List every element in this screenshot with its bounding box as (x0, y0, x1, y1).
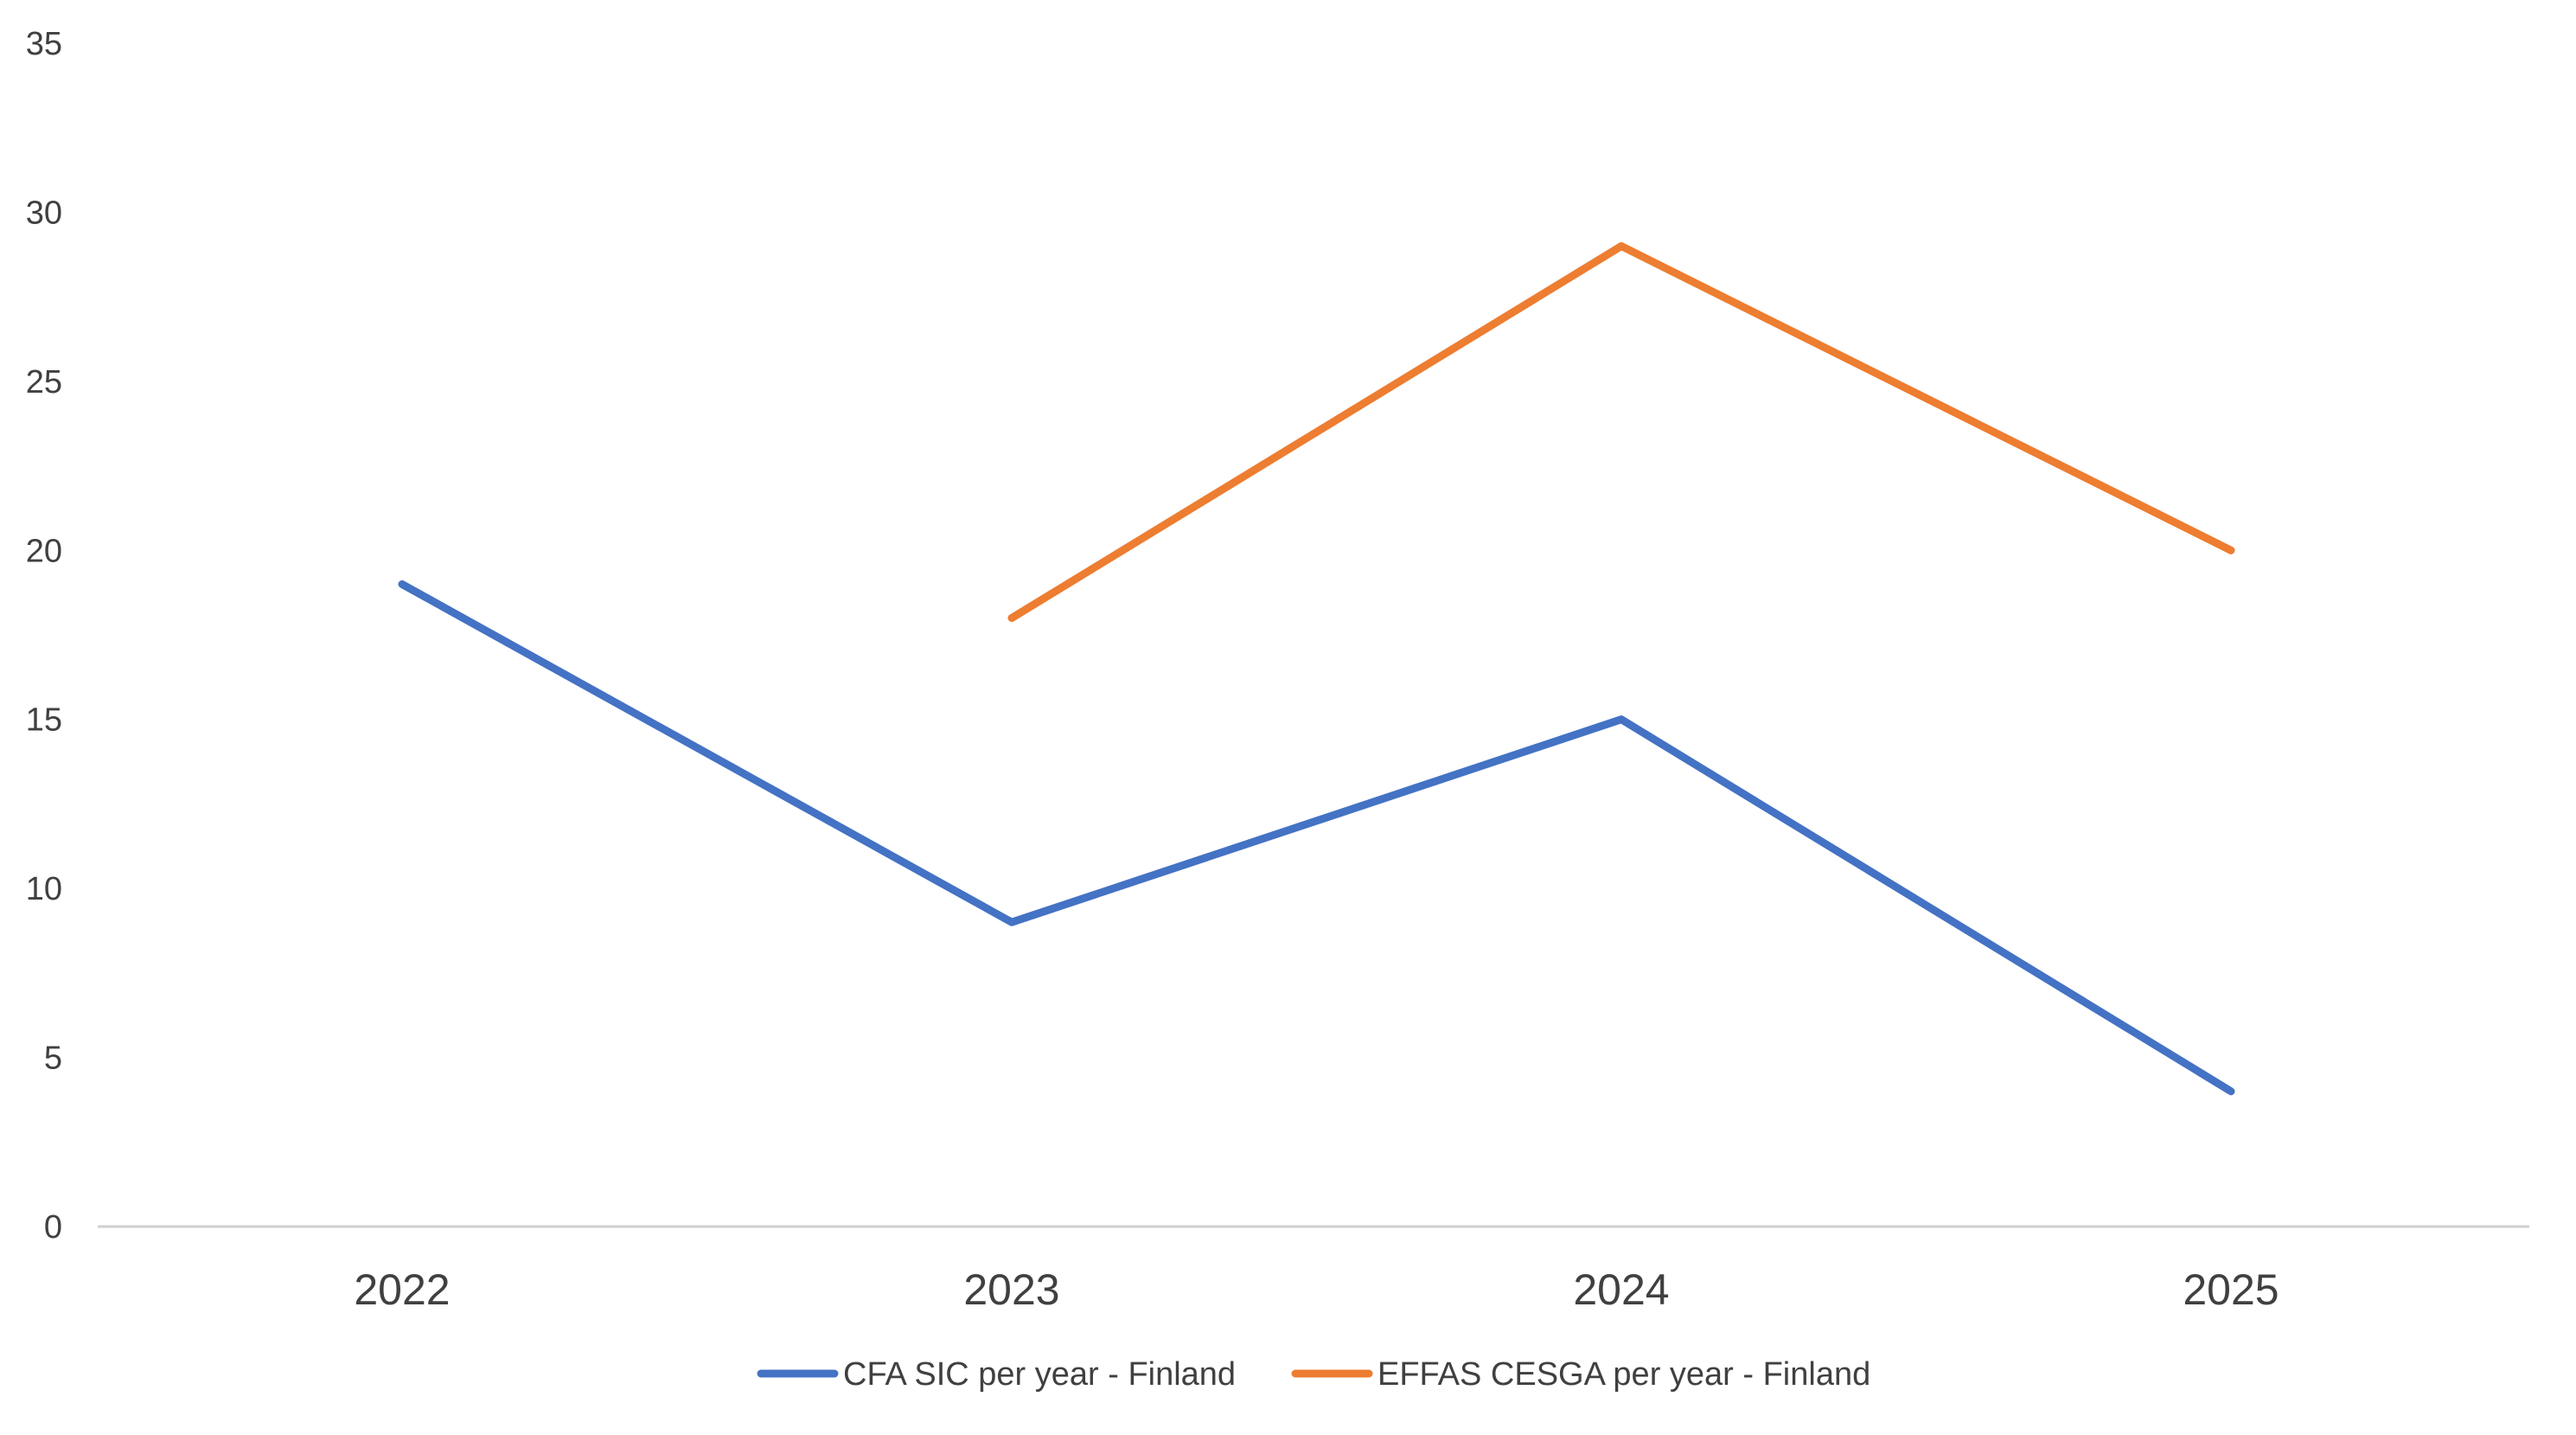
x-tick-label: 2023 (963, 1265, 1059, 1314)
y-tick-label: 25 (26, 364, 62, 400)
legend-label: EFFAS CESGA per year - Finland (1377, 1356, 1870, 1393)
y-tick-label: 20 (26, 533, 62, 569)
y-tick-label: 35 (26, 26, 62, 62)
x-tick-label: 2022 (354, 1265, 450, 1314)
y-tick-label: 10 (26, 871, 62, 907)
x-axis-ticks: 2022 2023 2024 2025 (354, 1265, 2279, 1314)
series-line-0 (398, 580, 2235, 1096)
series-line-1 (1007, 242, 2235, 622)
y-tick-label: 5 (44, 1041, 62, 1077)
x-tick-label: 2024 (1573, 1265, 1669, 1314)
x-tick-label: 2025 (2183, 1265, 2279, 1314)
y-axis-ticks: 0 5 10 15 20 25 30 35 (26, 26, 62, 1246)
y-tick-label: 30 (26, 195, 62, 231)
legend: CFA SIC per year - Finland EFFAS CESGA pe… (757, 1356, 1870, 1393)
series-lines (398, 242, 2235, 1096)
legend-label: CFA SIC per year - Finland (843, 1356, 1236, 1393)
y-tick-label: 0 (44, 1209, 62, 1246)
y-tick-label: 15 (26, 702, 62, 739)
